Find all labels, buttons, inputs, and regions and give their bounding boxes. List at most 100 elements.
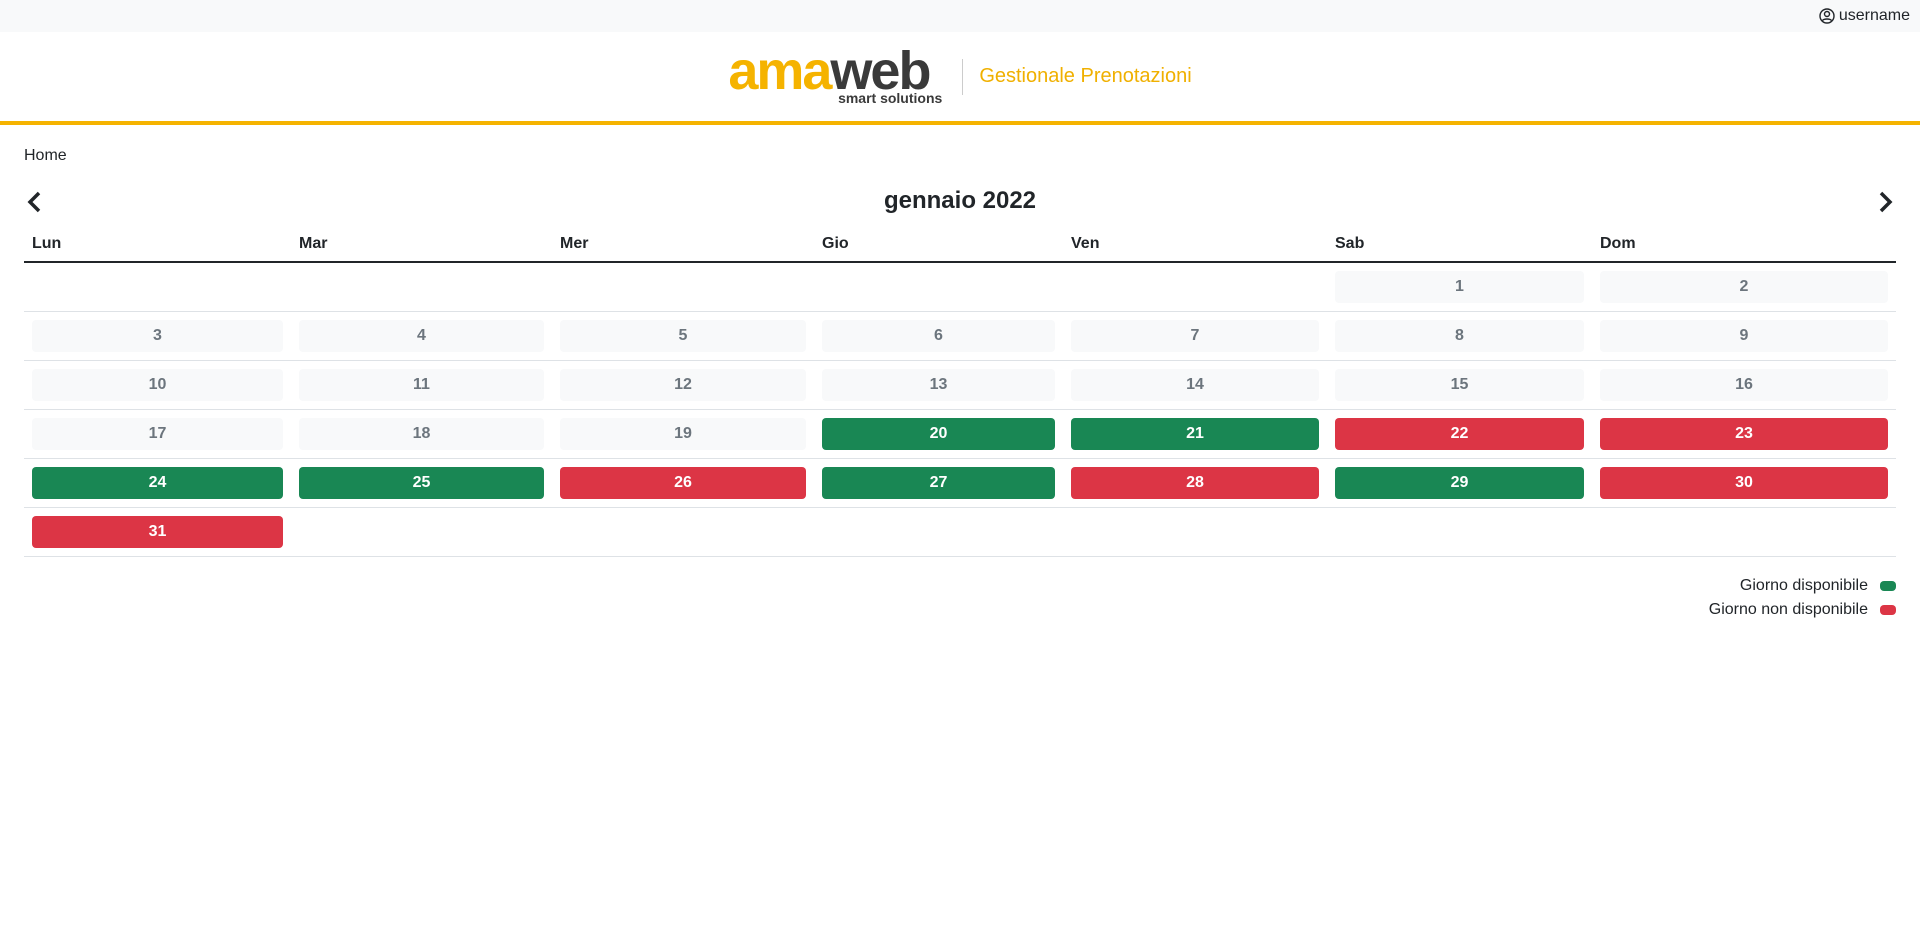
calendar-cell xyxy=(814,263,1063,312)
username[interactable]: username xyxy=(1838,7,1910,24)
legend-item: Giorno non disponibile xyxy=(1709,601,1896,619)
day-past: 5 xyxy=(560,320,806,352)
calendar-cell: 13 xyxy=(814,361,1063,410)
weekday-header: Dom xyxy=(1592,221,1896,263)
day-past: 18 xyxy=(299,418,544,450)
day-available[interactable]: 21 xyxy=(1071,418,1319,450)
calendar-cell: 28 xyxy=(1063,459,1327,508)
calendar-cell: 7 xyxy=(1063,312,1327,361)
calendar-cell: 3 xyxy=(24,312,291,361)
next-month[interactable] xyxy=(1878,191,1894,213)
calendar-cell xyxy=(1063,508,1327,557)
calendar-cell: 26 xyxy=(552,459,814,508)
calendar-grid: Lun Mar Mer Gio Ven Sab Dom 1 2 3 4 5 6 7 8 9 10 11 12 13 14… xyxy=(24,221,1896,557)
calendar-cell: 2 xyxy=(1592,263,1896,312)
calendar-cell xyxy=(814,508,1063,557)
calendar-cell xyxy=(24,263,291,312)
day-past: 9 xyxy=(1600,320,1888,352)
calendar-cell: 11 xyxy=(291,361,552,410)
calendar-cell: 24 xyxy=(24,459,291,508)
day-past: 3 xyxy=(32,320,283,352)
day-unavailable: 23 xyxy=(1600,418,1888,450)
calendar-header: gennaio 2022 xyxy=(24,181,1896,221)
day-unavailable: 30 xyxy=(1600,467,1888,499)
calendar-cell: 17 xyxy=(24,410,291,459)
calendar-cell: 5 xyxy=(552,312,814,361)
legend-label: Giorno disponibile xyxy=(1739,577,1868,594)
calendar-cell: 22 xyxy=(1327,410,1592,459)
day-past: 19 xyxy=(560,418,806,450)
calendar-cell: 10 xyxy=(24,361,291,410)
logo-text: ama xyxy=(728,40,832,101)
day-past: 2 xyxy=(1600,271,1888,303)
weekday-header: Gio xyxy=(814,221,1063,263)
calendar-cell: 31 xyxy=(24,508,291,557)
legend-swatch xyxy=(1880,581,1896,591)
logo-tagline: smart solutions xyxy=(838,89,943,106)
day-available[interactable]: 27 xyxy=(822,467,1055,499)
calendar-cell: 16 xyxy=(1592,361,1896,410)
day-past: 11 xyxy=(299,369,544,401)
weekday-header: Lun xyxy=(24,221,291,263)
logo: amaweb smart solutions xyxy=(728,41,943,108)
calendar-cell: 20 xyxy=(814,410,1063,459)
day-unavailable: 26 xyxy=(560,467,806,499)
day-unavailable: 22 xyxy=(1335,418,1584,450)
day-past: 8 xyxy=(1335,320,1584,352)
calendar-cell: 6 xyxy=(814,312,1063,361)
day-past: 15 xyxy=(1335,369,1584,401)
day-past: 17 xyxy=(32,418,283,450)
day-past: 10 xyxy=(32,369,283,401)
calendar-cell: 19 xyxy=(552,410,814,459)
calendar-cell xyxy=(1327,508,1592,557)
calendar-cell xyxy=(552,263,814,312)
calendar-cell: 15 xyxy=(1327,361,1592,410)
calendar-cell xyxy=(291,263,552,312)
day-available[interactable]: 20 xyxy=(822,418,1055,450)
calendar-cell: 27 xyxy=(814,459,1063,508)
calendar-cell: 8 xyxy=(1327,312,1592,361)
calendar-cell xyxy=(1063,263,1327,312)
calendar-cell: 21 xyxy=(1063,410,1327,459)
calendar-cell: 1 xyxy=(1327,263,1592,312)
legend-swatch xyxy=(1880,605,1896,615)
legend-item: Giorno disponibile xyxy=(1740,577,1896,595)
day-past: 7 xyxy=(1071,320,1319,352)
legend-label: Giorno non disponibile xyxy=(1708,601,1868,618)
day-past: 13 xyxy=(822,369,1055,401)
calendar-title: gennaio 2022 xyxy=(883,187,1037,214)
day-unavailable: 31 xyxy=(32,516,283,548)
calendar-cell: 4 xyxy=(291,312,552,361)
weekday-header: Mar xyxy=(291,221,552,263)
calendar-cell: 30 xyxy=(1592,459,1896,508)
calendar-cell xyxy=(552,508,814,557)
calendar-cell xyxy=(1592,508,1896,557)
day-available[interactable]: 29 xyxy=(1335,467,1584,499)
legend: Giorno disponibile Giorno non disponibile xyxy=(24,577,1896,619)
user-icon xyxy=(1819,8,1835,24)
weekday-header: Sab xyxy=(1327,221,1592,263)
day-unavailable: 28 xyxy=(1071,467,1319,499)
weekday-header: Ven xyxy=(1063,221,1327,263)
calendar-cell: 18 xyxy=(291,410,552,459)
day-past: 1 xyxy=(1335,271,1584,303)
day-past: 12 xyxy=(560,369,806,401)
weekday-header: Mer xyxy=(552,221,814,263)
day-past: 4 xyxy=(299,320,544,352)
breadcrumb[interactable]: Home xyxy=(24,147,67,164)
calendar-cell xyxy=(291,508,552,557)
day-available[interactable]: 24 xyxy=(32,467,283,499)
header: amaweb smart solutions Gestionale Prenot… xyxy=(0,32,1920,125)
calendar-cell: 25 xyxy=(291,459,552,508)
day-available[interactable]: 25 xyxy=(299,467,544,499)
prev-month[interactable] xyxy=(26,191,42,213)
calendar-cell: 14 xyxy=(1063,361,1327,410)
calendar-cell: 9 xyxy=(1592,312,1896,361)
day-past: 6 xyxy=(822,320,1055,352)
day-past: 16 xyxy=(1600,369,1888,401)
top-bar: username xyxy=(0,0,1920,32)
separator xyxy=(962,58,964,95)
calendar-cell: 23 xyxy=(1592,410,1896,459)
calendar-cell: 12 xyxy=(552,361,814,410)
